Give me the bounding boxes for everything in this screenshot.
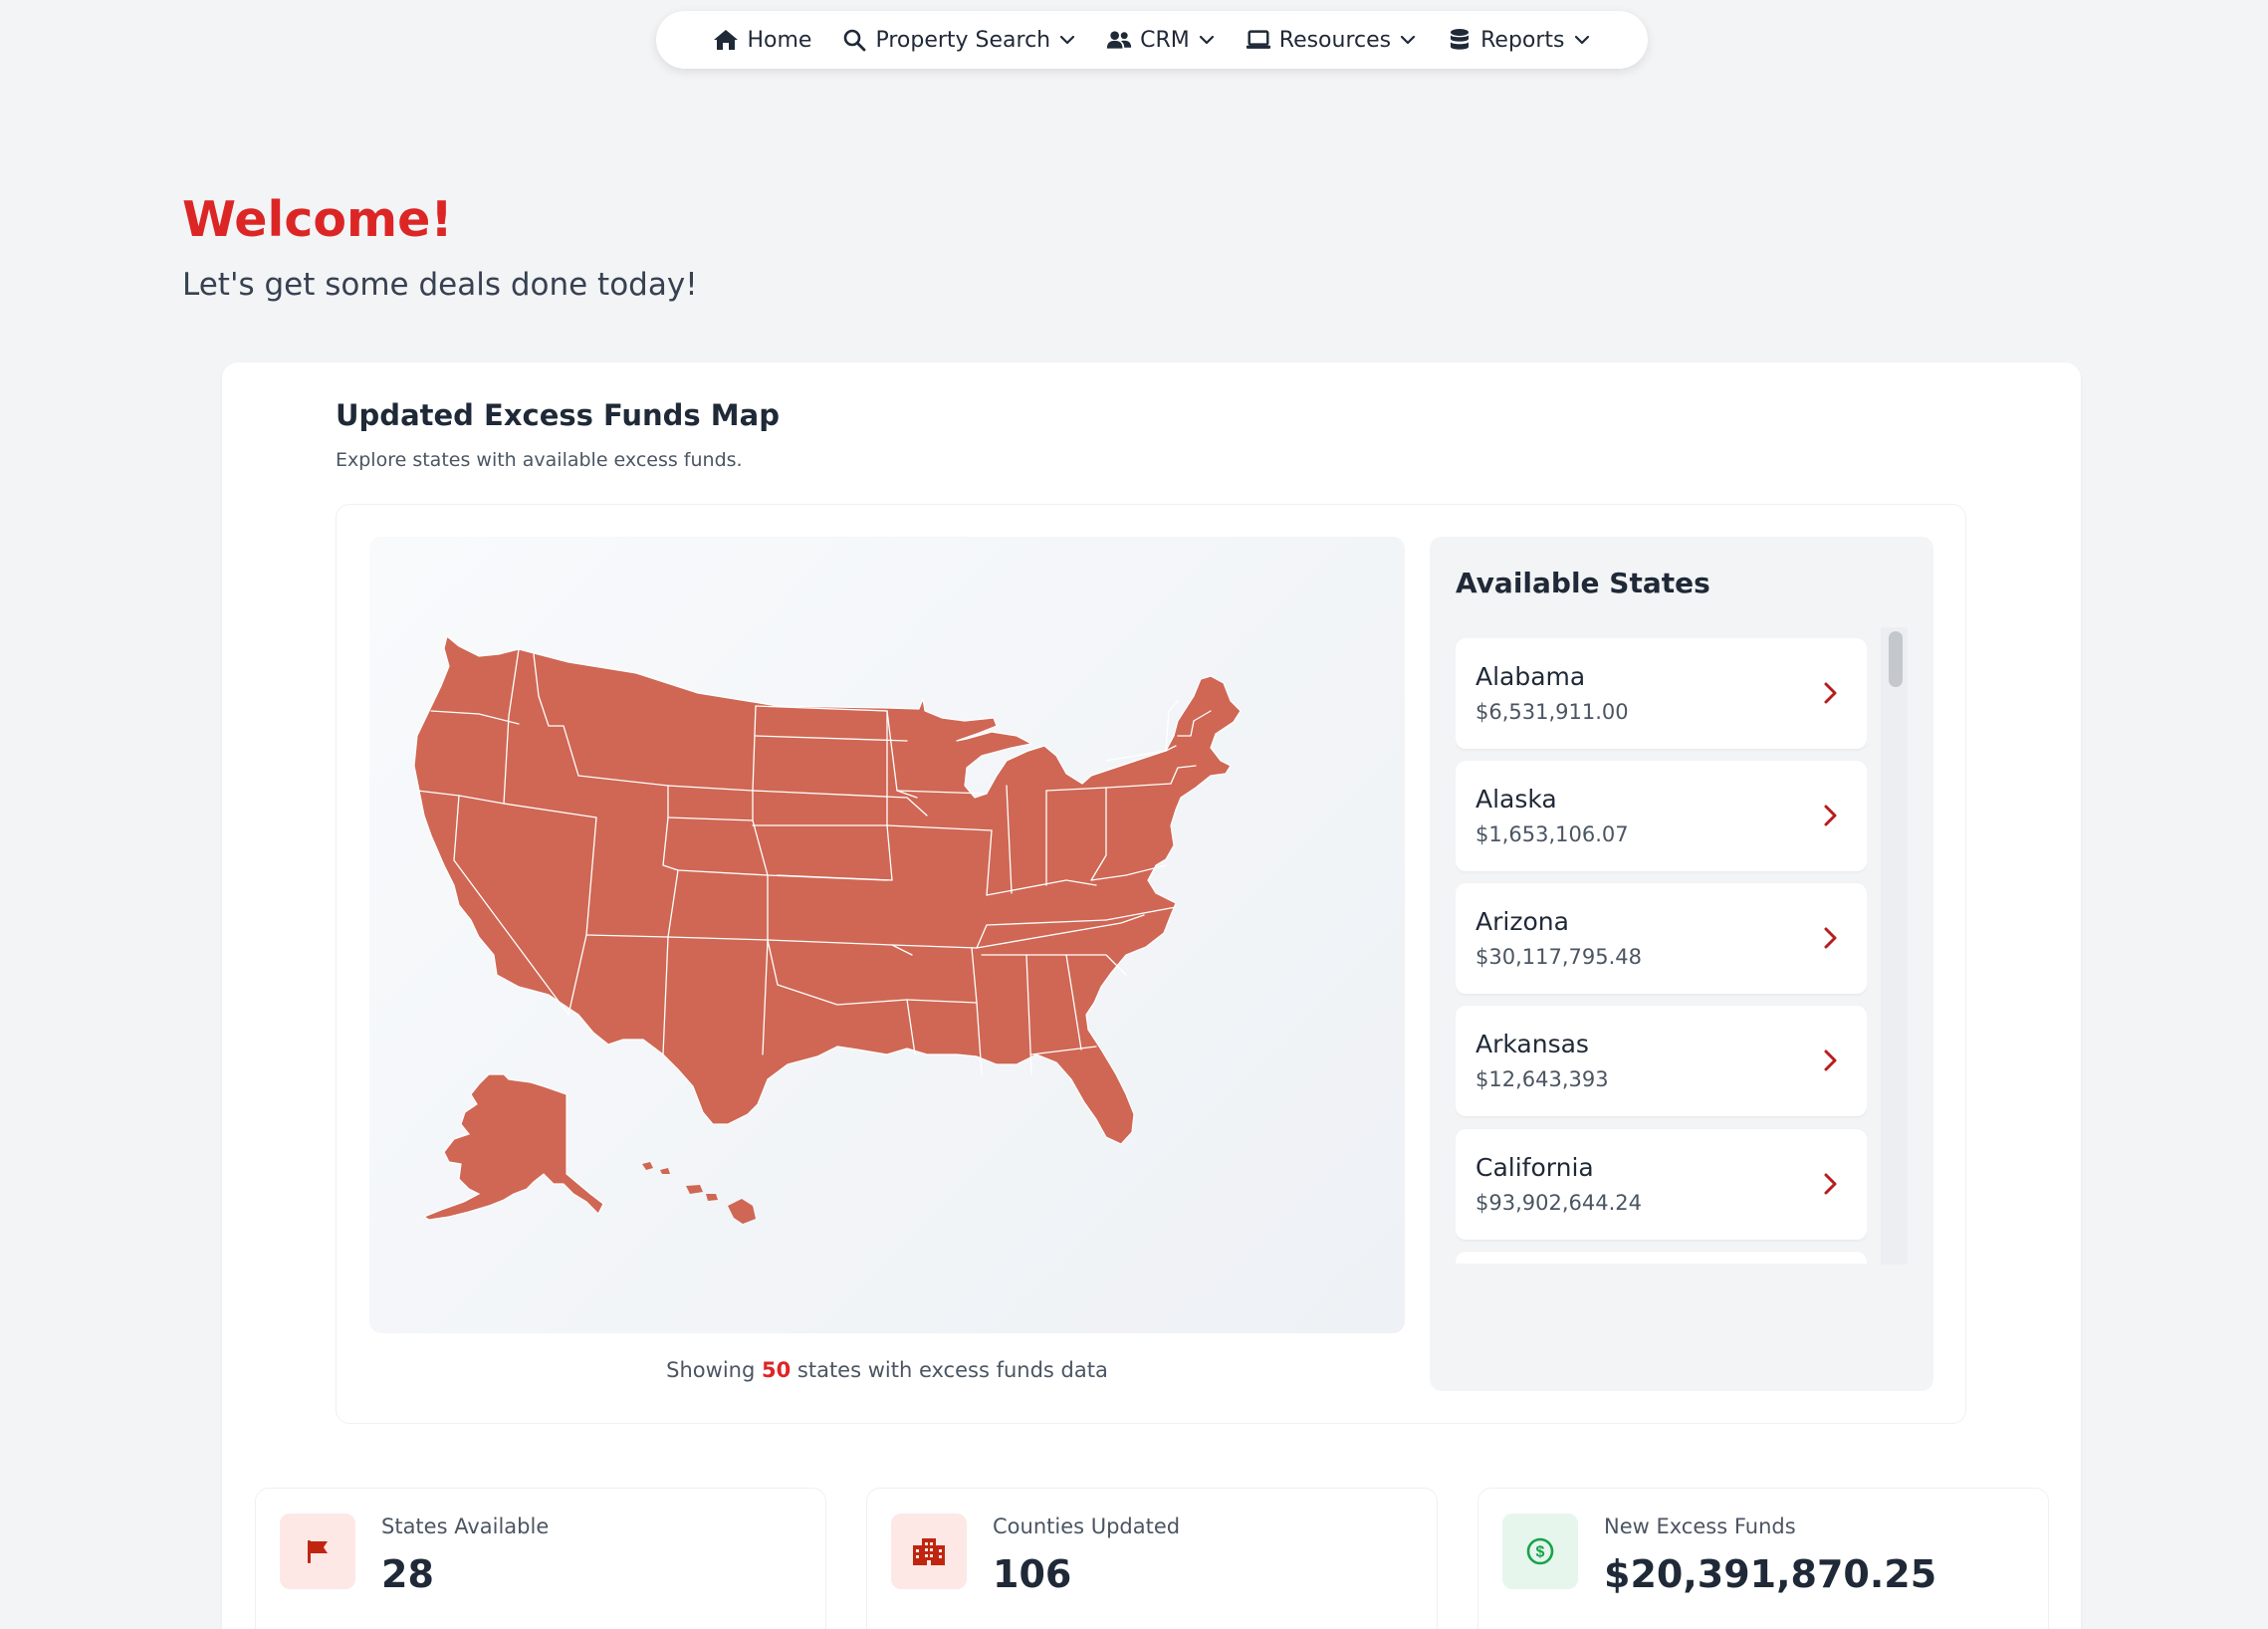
nav-reports[interactable]: Reports: [1447, 27, 1590, 53]
welcome-subtitle: Let's get some deals done today!: [182, 267, 698, 303]
map-section-subtitle: Explore states with available excess fun…: [336, 449, 743, 471]
states-scrollbar-track[interactable]: [1881, 627, 1908, 1265]
map-section-title: Updated Excess Funds Map: [336, 398, 780, 432]
users-icon: [1106, 27, 1132, 53]
hawaii-shape-5: [728, 1199, 756, 1224]
states-list[interactable]: Alabama $6,531,911.00 Alaska $1,653,106.…: [1456, 638, 1867, 1264]
state-item-alabama[interactable]: Alabama $6,531,911.00: [1456, 638, 1867, 749]
state-amount: $93,902,644.24: [1475, 1191, 1642, 1215]
map-caption-prefix: Showing: [666, 1358, 756, 1382]
state-name: Alaska: [1475, 785, 1557, 814]
chevron-down-icon: [1199, 35, 1214, 45]
hawaii-shape-1: [642, 1162, 653, 1170]
stat-value: $20,391,870.25: [1604, 1552, 1937, 1596]
stat-card-states: States Available 28: [255, 1488, 826, 1629]
top-navigation: Home Property Search CRM Resources Repor…: [656, 11, 1648, 69]
chevron-down-icon: [1574, 35, 1589, 45]
map-caption: Showing 50 states with excess funds data: [369, 1358, 1405, 1382]
us-map-panel: [369, 537, 1405, 1333]
nav-resources-label: Resources: [1278, 27, 1392, 53]
chevron-right-icon: [1824, 927, 1837, 949]
alaska-shape: [422, 1073, 604, 1221]
stat-value: 106: [993, 1552, 1072, 1596]
chevron-right-icon: [1824, 682, 1837, 704]
nav-crm-label: CRM: [1140, 27, 1190, 53]
svg-text:$: $: [1536, 1544, 1545, 1561]
nav-reports-label: Reports: [1480, 27, 1565, 53]
map-caption-suffix: states with excess funds data: [796, 1358, 1108, 1382]
stat-label: States Available: [381, 1514, 550, 1538]
state-item-arkansas[interactable]: Arkansas $12,643,393: [1456, 1006, 1867, 1116]
laptop-icon: [1246, 27, 1271, 53]
contiguous-us-shape: [413, 635, 1242, 1145]
available-states-title: Available States: [1456, 567, 1710, 599]
chevron-right-icon: [1824, 1173, 1837, 1195]
stat-label: Counties Updated: [993, 1514, 1181, 1538]
map-caption-count: 50: [761, 1358, 792, 1382]
state-amount: $6,531,911.00: [1475, 700, 1629, 724]
nav-crm[interactable]: CRM: [1106, 27, 1216, 53]
building-icon: [891, 1513, 967, 1589]
state-name: Alabama: [1475, 662, 1586, 691]
database-icon: [1447, 27, 1473, 53]
search-icon: [841, 27, 867, 53]
nav-home[interactable]: Home: [713, 27, 811, 53]
nav-home-label: Home: [747, 27, 812, 53]
state-name: Arkansas: [1475, 1030, 1589, 1058]
state-amount: $30,117,795.48: [1475, 945, 1642, 969]
hawaii-shape-4: [706, 1194, 718, 1201]
chevron-right-icon: [1824, 1049, 1837, 1071]
state-name: California: [1475, 1153, 1594, 1182]
chevron-right-icon: [1824, 805, 1837, 826]
chevron-down-icon: [1060, 35, 1075, 45]
state-amount: $12,643,393: [1475, 1067, 1609, 1091]
state-amount: $1,653,106.07: [1475, 822, 1629, 846]
stat-label: New Excess Funds: [1604, 1514, 1796, 1538]
chevron-down-icon: [1401, 35, 1416, 45]
welcome-title: Welcome!: [182, 191, 453, 248]
state-item-arizona[interactable]: Arizona $30,117,795.48: [1456, 883, 1867, 994]
flag-icon: [280, 1513, 355, 1589]
dollar-circle-icon: $: [1502, 1513, 1578, 1589]
state-item-california[interactable]: California $93,902,644.24: [1456, 1129, 1867, 1240]
nav-resources[interactable]: Resources: [1246, 27, 1417, 53]
hawaii-shape-3: [686, 1185, 703, 1194]
stat-value: 28: [381, 1552, 434, 1596]
states-scrollbar-thumb[interactable]: [1889, 631, 1903, 687]
nav-property-search-label: Property Search: [875, 27, 1051, 53]
stat-card-new-funds: $ New Excess Funds $20,391,870.25: [1477, 1488, 2049, 1629]
state-name: Arizona: [1475, 907, 1569, 936]
hawaii-shape-2: [660, 1168, 670, 1174]
state-item-partial[interactable]: [1456, 1252, 1867, 1264]
stat-card-counties: Counties Updated 106: [866, 1488, 1438, 1629]
nav-property-search[interactable]: Property Search: [841, 27, 1076, 53]
home-icon: [713, 27, 739, 53]
us-map[interactable]: [369, 537, 1405, 1333]
state-item-alaska[interactable]: Alaska $1,653,106.07: [1456, 761, 1867, 871]
